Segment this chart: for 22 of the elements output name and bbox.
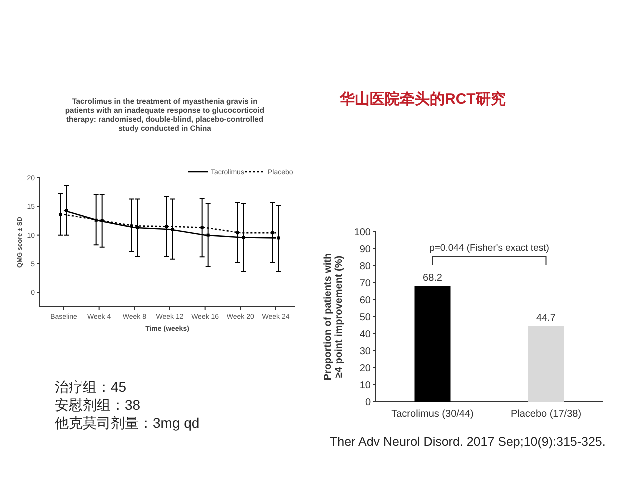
y-tick-label: 0 — [365, 398, 372, 408]
y-axis-title: Proportion of patients with ≥4 point improvement (%) — [323, 253, 345, 381]
text: 治疗组：45 — [55, 379, 127, 395]
y-tick-label: 10 — [360, 380, 372, 392]
text: Ther Adv Neurol Disord. 2017 Sep;10(9):315-325. — [330, 435, 606, 449]
y-tick-label: 40 — [360, 330, 372, 340]
y-tick-label: 70 — [360, 278, 372, 290]
y-tick-label: 100 — [354, 228, 372, 238]
annotation: p=0.044 (Fisher's exact test) — [430, 243, 550, 254]
data-label: 68.2 — [423, 273, 443, 284]
text: 他克莫司剂量：3mg qd — [55, 415, 200, 431]
x-tick-label: Tacrolimus (30/44) — [392, 409, 474, 420]
x-tick-label: Placebo (17/38) — [510, 409, 582, 420]
data-label: 44.7 — [536, 313, 556, 324]
y-tick-label: 50 — [360, 312, 372, 324]
y-tick-label: 90 — [360, 244, 372, 256]
text: 安慰剂组：38 — [55, 397, 141, 413]
y-tick-label: 20 — [360, 364, 372, 374]
y-tick-label: 30 — [360, 346, 372, 358]
y-tick-label: 60 — [360, 296, 372, 306]
y-tick-label: 80 — [360, 262, 372, 272]
chart-title: 华山医院牵头的RCT研究 — [339, 90, 506, 108]
